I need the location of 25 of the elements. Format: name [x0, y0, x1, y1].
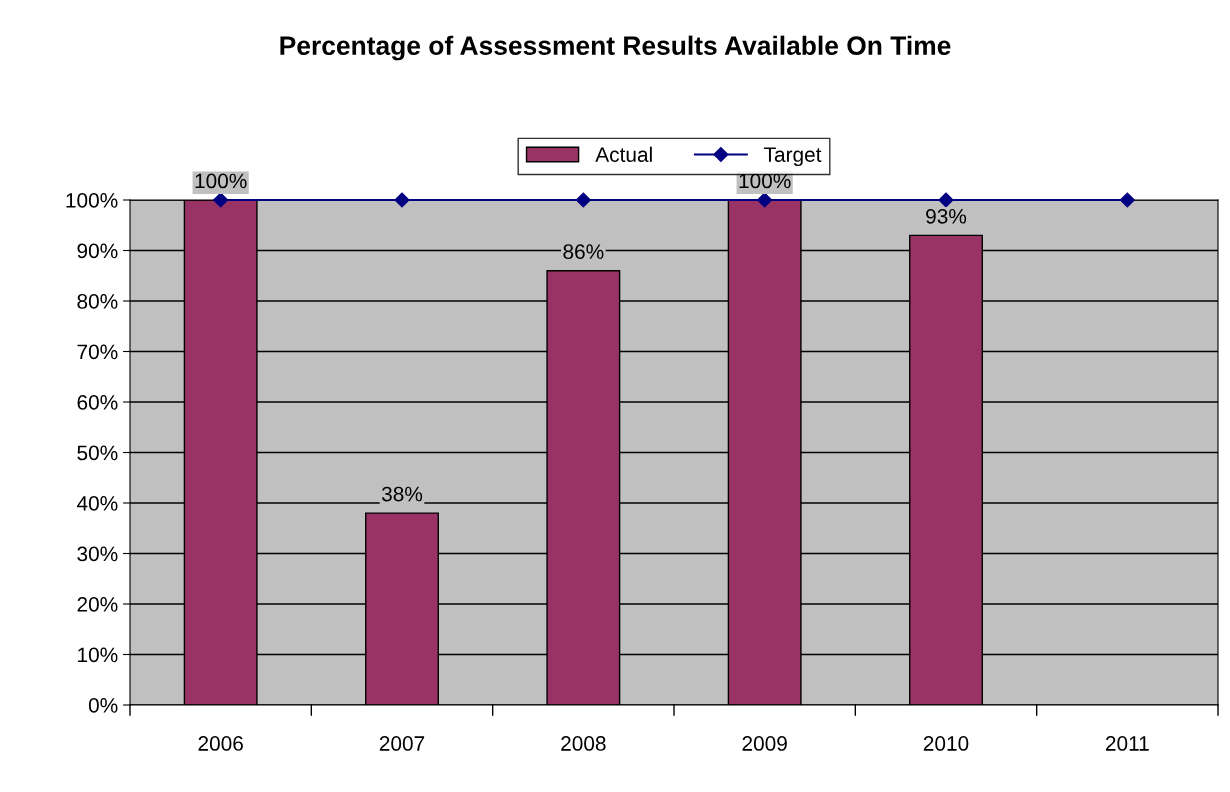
x-tick-label: 2011: [1105, 736, 1149, 751]
data-label: 86%: [563, 244, 604, 260]
data-label: 100%: [739, 173, 791, 189]
y-tick-label: 20%: [77, 597, 118, 612]
y-tick-label: 30%: [77, 546, 118, 562]
y-tick-label: 40%: [76, 496, 118, 511]
legend-label: Actual: [595, 146, 652, 162]
y-tick-label: 0%: [88, 698, 118, 713]
x-tick-label: 2006: [198, 736, 243, 751]
data-label: 93%: [926, 208, 967, 224]
data-label: 38%: [381, 486, 423, 502]
y-tick-label: 70%: [77, 344, 118, 360]
x-tick-label: 2010: [923, 736, 969, 751]
y-tick-label: 100%: [66, 193, 118, 208]
x-tick-label: 2007: [379, 736, 425, 751]
x-tick-label: 2009: [742, 736, 787, 751]
x-tick-label: 2008: [561, 736, 606, 751]
y-tick-label: 80%: [77, 294, 118, 309]
y-tick-label: 90%: [77, 243, 118, 259]
y-tick-label: 50%: [77, 445, 118, 461]
y-tick-label: 60%: [77, 395, 118, 410]
legend-label: Target: [764, 147, 822, 167]
y-tick-label: 10%: [78, 647, 118, 663]
data-label: 100%: [195, 173, 247, 189]
chart-title: Percentage of Assessment Results Available On Time: [280, 35, 951, 61]
